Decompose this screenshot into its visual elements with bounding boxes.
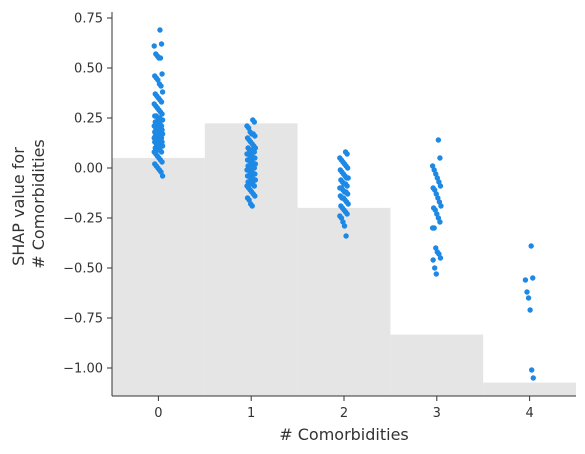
scatter-point <box>252 177 259 183</box>
scatter-point <box>151 43 157 49</box>
x-ticks: 0 1 2 3 4 <box>154 396 534 421</box>
scatter-point <box>528 243 534 249</box>
scatter-point <box>159 143 166 149</box>
scatter-point <box>251 119 258 125</box>
scatter-point <box>158 99 165 105</box>
y-tick-label: 0.00 <box>74 162 103 177</box>
scatter-point <box>525 295 532 301</box>
scatter-point <box>437 155 443 161</box>
scatter-point <box>341 223 348 229</box>
scatter-point <box>159 89 166 95</box>
y-tick-label: 0.25 <box>74 112 103 127</box>
histogram-bar <box>483 382 576 396</box>
x-tick-label: 4 <box>525 406 533 421</box>
y-tick-label: −0.25 <box>63 212 103 227</box>
x-tick-label: 3 <box>433 406 441 421</box>
scatter-points <box>151 27 536 381</box>
scatter-point <box>159 117 166 123</box>
scatter-point <box>437 183 444 189</box>
scatter-point <box>527 307 533 313</box>
scatter-point <box>159 71 165 77</box>
scatter-point <box>252 193 258 199</box>
scatter-point <box>435 137 442 143</box>
x-tick-label: 2 <box>340 406 348 421</box>
scatter-point <box>158 149 165 155</box>
y-axis-title-line-2: # Comorbidities <box>29 139 48 269</box>
scatter-point <box>157 55 164 61</box>
scatter-point <box>344 165 351 171</box>
scatter-point <box>159 111 165 117</box>
scatter-point <box>530 375 536 381</box>
y-tick-label: −0.50 <box>63 262 103 277</box>
histogram-bar <box>390 334 484 396</box>
y-ticks: 0.75 0.50 0.25 0.00 −0.25 −0.50 −0.75 −1.00 <box>63 12 112 377</box>
scatter-point <box>437 219 443 225</box>
scatter-point <box>344 211 350 217</box>
scatter-point <box>345 201 351 207</box>
scatter-point <box>524 289 530 295</box>
x-tick-label: 1 <box>247 406 255 421</box>
scatter-point <box>158 41 165 47</box>
scatter-point <box>528 367 535 373</box>
y-tick-label: 0.75 <box>74 12 103 27</box>
scatter-point <box>159 159 165 165</box>
x-axis-title: # Comorbidities <box>279 425 409 444</box>
scatter-point <box>251 183 258 189</box>
scatter-point <box>343 233 349 239</box>
scatter-point <box>522 277 529 283</box>
scatter-point <box>430 257 436 263</box>
histogram-background <box>112 123 576 397</box>
scatter-point <box>530 275 536 281</box>
scatter-point <box>432 265 438 271</box>
scatter-point <box>251 149 258 155</box>
scatter-point <box>252 171 258 177</box>
scatter-point <box>158 83 164 89</box>
scatter-point <box>249 203 255 209</box>
scatter-point <box>431 225 437 231</box>
scatter-point <box>344 151 350 157</box>
scatter-point <box>344 191 351 197</box>
scatter-point <box>252 155 258 161</box>
x-tick-label: 0 <box>154 406 162 421</box>
scatter-point <box>251 165 258 171</box>
histogram-bar <box>112 157 205 396</box>
scatter-point <box>438 203 444 209</box>
y-axis-title-line-1: SHAP value for <box>9 147 28 266</box>
y-axis-title: SHAP value for # Comorbidities <box>9 139 48 269</box>
y-tick-label: 0.50 <box>74 62 103 77</box>
scatter-point <box>157 27 163 33</box>
histogram-bar <box>297 207 391 396</box>
y-tick-label: −1.00 <box>63 362 103 377</box>
y-tick-label: −0.75 <box>63 312 103 327</box>
scatter-point <box>437 255 444 261</box>
scatter-point <box>433 271 439 277</box>
scatter-point <box>159 173 166 179</box>
scatter-point <box>252 133 258 139</box>
scatter-point <box>345 175 351 181</box>
scatter-point <box>344 183 350 189</box>
